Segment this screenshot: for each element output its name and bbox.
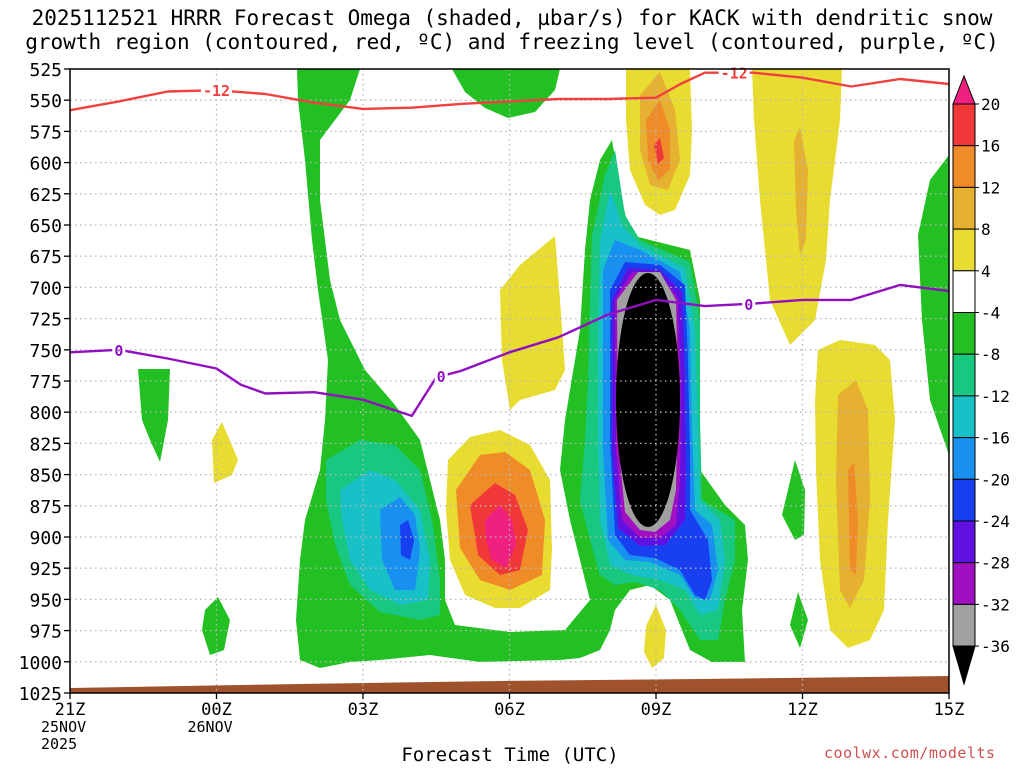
colorbar-label: 20 <box>981 95 1000 114</box>
colorbar-label: -24 <box>981 512 1010 531</box>
omega-region-darkblue-03z <box>400 520 414 560</box>
x-tick-date: 2025 <box>41 735 77 753</box>
contour-label: 0 <box>744 296 753 314</box>
contour-label-bg <box>718 63 750 82</box>
freezing-level-contour <box>70 283 949 418</box>
colorbar-swatch <box>952 312 976 355</box>
y-tick-label: 825 <box>29 434 62 455</box>
y-tick-label: 525 <box>29 60 62 81</box>
y-tick-label: 625 <box>29 185 62 206</box>
y-tick-label: 1000 <box>19 653 62 674</box>
colorbar-label: -36 <box>981 637 1010 656</box>
y-tick-label: 1025 <box>19 684 62 705</box>
x-tick-date: 26NOV <box>188 718 233 736</box>
x-tick-label: 00Z <box>201 700 232 720</box>
y-tick-label: 725 <box>29 310 62 331</box>
y-tick-label: 925 <box>29 559 62 580</box>
colorbar-swatch <box>952 562 976 605</box>
grid-lines <box>70 69 949 693</box>
colorbar-label: 12 <box>981 178 1000 197</box>
colorbar-swatch <box>952 353 976 397</box>
y-tick-label: 800 <box>29 403 62 424</box>
omega-region-orange-13z <box>848 462 858 575</box>
contour-label: 0 <box>114 342 123 360</box>
y-tick-label: 650 <box>29 216 62 237</box>
colorbar-swatch <box>952 520 976 564</box>
x-axis-label: Forecast Time (UTC) <box>401 744 619 766</box>
colorbar-swatch <box>952 603 976 647</box>
y-tick-label: 600 <box>29 154 62 175</box>
colorbar-swatch <box>952 478 976 522</box>
omega-region-black-core <box>616 273 680 527</box>
y-tick-label: 750 <box>29 341 62 362</box>
omega-region-green-left <box>138 369 170 462</box>
colorbar-label: -16 <box>981 429 1010 448</box>
colorbar-swatch <box>952 145 976 188</box>
colorbar-label: 16 <box>981 137 1000 156</box>
title-line-1: 2025112521 HRRR Forecast Omega (shaded, … <box>31 6 993 30</box>
colorbar-cap-bottom <box>952 645 976 686</box>
colorbar-label: -20 <box>981 470 1010 489</box>
colorbar-label: -32 <box>981 595 1010 614</box>
y-axis: 525 550 575 600 625 650 675 700 725 750 775 800 825 8… <box>19 60 70 705</box>
omega-region-blue-03z <box>380 497 420 590</box>
omega-region-green-12z-low <box>790 592 808 648</box>
colorbar-swatch <box>952 437 976 480</box>
omega-region-orange-09z-aloft <box>646 100 670 180</box>
x-tick-label: 21Z <box>55 700 86 720</box>
omega-region-green-small <box>202 597 230 655</box>
x-tick-label: 06Z <box>494 700 525 720</box>
colorbar-label: -8 <box>981 345 1000 364</box>
colorbar-swatch <box>952 103 976 147</box>
contour-label-bg <box>742 294 756 313</box>
omega-region-green-12z <box>782 460 805 540</box>
omega-region-yellow-09z-low <box>644 605 666 668</box>
x-tick-label: 15Z <box>934 700 965 720</box>
y-tick-label: 875 <box>29 497 62 518</box>
y-tick-label: 900 <box>29 528 62 549</box>
colorbar-label: -12 <box>981 387 1010 406</box>
contour-label: -12 <box>721 65 748 83</box>
title-line-2: growth region (contoured, red, ºC) and f… <box>25 30 999 54</box>
colorbar-swatch <box>952 270 976 313</box>
colorbar-swatch <box>952 186 976 230</box>
y-tick-label: 675 <box>29 247 62 268</box>
omega-region-dyellow-12z-aloft <box>794 128 808 255</box>
y-tick-label: 975 <box>29 622 62 643</box>
x-tick-label: 03Z <box>348 700 379 720</box>
colorbar-label: -4 <box>981 304 1000 323</box>
omega-shading <box>138 69 949 668</box>
contour-label-bg <box>434 367 448 386</box>
credit-link[interactable]: coolwx.com/modelts <box>824 744 996 762</box>
omega-region-yellow-00z <box>212 422 238 483</box>
colorbar: 20 16 12 8 4 -4 -8 -12 -16 -20 -24 -28 -32 -36 <box>952 74 1010 686</box>
colorbar-label: 8 <box>981 220 991 239</box>
colorbar-cap-top <box>952 74 976 105</box>
colorbar-swatch <box>952 228 976 272</box>
x-tick-label: 12Z <box>787 700 818 720</box>
y-tick-label: 775 <box>29 372 62 393</box>
contour-label: 0 <box>437 368 446 386</box>
omega-region-yellow-06z-aloft <box>500 236 565 410</box>
y-tick-label: 700 <box>29 278 62 299</box>
x-tick-date: 25NOV <box>41 718 86 736</box>
contour-label-bg <box>112 340 126 359</box>
contour-label-bg <box>201 81 232 100</box>
y-tick-label: 950 <box>29 590 62 611</box>
chart-title: 2025112521 HRRR Forecast Omega (shaded, … <box>0 6 1024 54</box>
y-tick-label: 575 <box>29 122 62 143</box>
y-tick-label: 550 <box>29 91 62 112</box>
omega-region-green-right <box>918 155 949 455</box>
contour-label: -12 <box>203 82 230 100</box>
colorbar-label: 4 <box>981 262 991 281</box>
colorbar-swatch <box>952 395 976 439</box>
colorbar-label: -28 <box>981 554 1010 573</box>
x-tick-label: 09Z <box>641 700 672 720</box>
y-tick-label: 850 <box>29 466 62 487</box>
omega-region-green-top <box>452 69 560 118</box>
